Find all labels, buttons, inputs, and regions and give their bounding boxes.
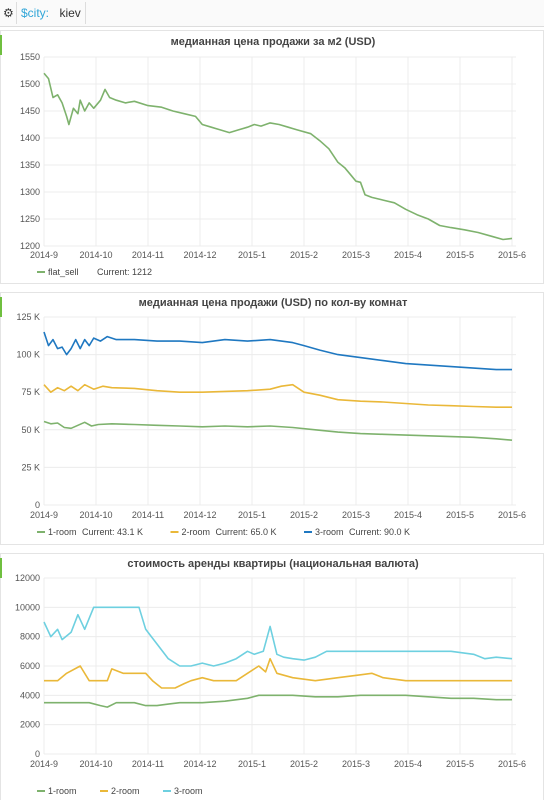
y-tick-label: 1300 xyxy=(20,187,40,197)
legend-series-name: flat_sell xyxy=(48,267,79,277)
x-tick-label: 2015-1 xyxy=(238,250,266,260)
panel-rent-price: стоимость аренды квартиры (национальная … xyxy=(0,553,544,800)
series-line-3-room xyxy=(43,606,513,667)
legend-series-name: 3-room xyxy=(174,786,203,796)
y-tick-label: 25 K xyxy=(21,462,40,472)
y-tick-label: 1400 xyxy=(20,133,40,143)
legend-series-name: 1-room xyxy=(48,786,77,796)
panel-title: медианная цена продажи (USD) по кол-ву к… xyxy=(139,297,408,309)
panel-sale-price-per-m2: медианная цена продажи за м2 (USD) 1200 12… xyxy=(0,30,544,284)
y-tick-label: 1200 xyxy=(20,241,40,251)
y-tick-label: 1250 xyxy=(20,214,40,224)
panel-title: стоимость аренды квартиры (национальная … xyxy=(127,558,419,570)
panel-sale-price-by-rooms: медианная цена продажи (USD) по кол-ву к… xyxy=(0,292,544,545)
y-tick-label: 125 K xyxy=(16,312,40,322)
y-tick-label: 1350 xyxy=(20,160,40,170)
x-tick-label: 2014-10 xyxy=(79,250,112,260)
template-variable-city[interactable]: $city: kiev xyxy=(16,2,86,24)
y-tick-label: 1450 xyxy=(20,106,40,116)
x-tick-label: 2014-11 xyxy=(132,510,164,520)
legend-current-value: Current: 43.1 K xyxy=(82,527,143,537)
x-tick-label: 2015-4 xyxy=(394,510,422,520)
chart-sale-price-per-m2: медианная цена продажи за м2 (USD) 1200 12… xyxy=(20,36,526,277)
panel-accent xyxy=(0,558,2,578)
y-tick-label: 6000 xyxy=(20,661,40,671)
y-tick-label: 10000 xyxy=(15,602,40,612)
template-variable-value[interactable]: kiev xyxy=(59,6,81,20)
x-tick-label: 2014-12 xyxy=(183,759,216,769)
legend-series-name: 1-room xyxy=(48,527,77,537)
x-tick-label: 2014-9 xyxy=(30,250,58,260)
y-tick-label: 1550 xyxy=(20,52,40,62)
x-tick-label: 2014-11 xyxy=(132,250,164,260)
x-tick-label: 2015-4 xyxy=(394,759,422,769)
gear-icon[interactable]: ⚙ xyxy=(3,6,14,20)
x-tick-label: 2015-5 xyxy=(446,510,474,520)
chart-rent-price: стоимость аренды квартиры (национальная … xyxy=(15,558,526,796)
x-tick-label: 2015-1 xyxy=(238,510,266,520)
x-tick-label: 2014-10 xyxy=(79,759,112,769)
x-tick-label: 2015-6 xyxy=(498,510,526,520)
series-line-flat_sell xyxy=(43,72,513,241)
y-tick-label: 75 K xyxy=(21,387,40,397)
y-tick-label: 100 K xyxy=(16,350,40,360)
x-tick-label: 2014-12 xyxy=(183,510,216,520)
x-tick-label: 2015-5 xyxy=(446,250,474,260)
legend-current-value: Current: 65.0 K xyxy=(216,527,277,537)
y-tick-label: 4000 xyxy=(20,690,40,700)
x-tick-label: 2015-3 xyxy=(342,250,370,260)
series-line-2-room xyxy=(44,657,512,689)
x-tick-label: 2014-9 xyxy=(30,510,58,520)
x-tick-label: 2014-9 xyxy=(30,759,58,769)
x-tick-label: 2015-2 xyxy=(290,510,318,520)
y-tick-label: 12000 xyxy=(15,573,40,583)
template-variable-name: $city: xyxy=(21,6,50,20)
x-tick-label: 2015-4 xyxy=(394,250,422,260)
legend-series-name: 2-room xyxy=(111,786,140,796)
panel-accent xyxy=(0,297,2,317)
legend-current-value: Current: 1212 xyxy=(97,267,152,277)
x-tick-label: 2014-10 xyxy=(79,510,112,520)
x-tick-label: 2015-6 xyxy=(498,250,526,260)
x-tick-label: 2015-2 xyxy=(290,250,318,260)
series-line-3-room xyxy=(43,331,512,371)
y-tick-label: 1500 xyxy=(20,79,40,89)
y-tick-label: 0 xyxy=(35,749,40,759)
x-tick-label: 2015-3 xyxy=(342,759,370,769)
x-tick-label: 2014-11 xyxy=(132,759,164,769)
y-tick-label: 0 xyxy=(35,500,40,510)
x-tick-label: 2015-1 xyxy=(238,759,266,769)
panel-title: медианная цена продажи за м2 (USD) xyxy=(171,36,376,48)
legend-series-name: 3-room xyxy=(315,527,344,537)
chart-sale-price-by-rooms: медианная цена продажи (USD) по кол-ву к… xyxy=(16,297,526,537)
dashboard-toolbar: ⚙ $city: kiev xyxy=(0,0,544,27)
y-tick-label: 2000 xyxy=(20,720,40,730)
panel-accent xyxy=(0,35,2,55)
legend-current-value: Current: 90.0 K xyxy=(349,527,410,537)
x-tick-label: 2015-3 xyxy=(342,510,370,520)
series-line-1-room xyxy=(43,420,513,441)
y-tick-label: 50 K xyxy=(21,425,40,435)
x-tick-label: 2015-2 xyxy=(290,759,318,769)
series-line-1-room xyxy=(44,694,512,708)
y-tick-label: 8000 xyxy=(20,632,40,642)
x-tick-label: 2015-6 xyxy=(498,759,526,769)
legend-series-name: 2-room xyxy=(182,527,211,537)
x-tick-label: 2015-5 xyxy=(446,759,474,769)
series-line-2-room xyxy=(43,383,512,408)
x-tick-label: 2014-12 xyxy=(183,250,216,260)
